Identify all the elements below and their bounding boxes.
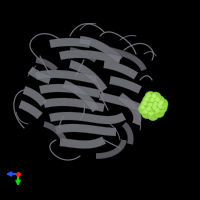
Circle shape <box>146 101 157 112</box>
Circle shape <box>150 103 162 115</box>
Circle shape <box>150 98 154 102</box>
Circle shape <box>153 102 158 106</box>
Polygon shape <box>36 57 58 72</box>
Polygon shape <box>35 70 97 84</box>
Circle shape <box>146 107 151 111</box>
Circle shape <box>148 103 152 107</box>
Circle shape <box>149 111 154 116</box>
Polygon shape <box>23 86 47 106</box>
Circle shape <box>158 104 162 108</box>
Polygon shape <box>49 112 126 124</box>
Circle shape <box>142 95 154 107</box>
Circle shape <box>140 99 152 111</box>
Circle shape <box>155 97 160 102</box>
Polygon shape <box>60 137 106 148</box>
Circle shape <box>147 93 151 98</box>
Polygon shape <box>59 50 121 64</box>
Polygon shape <box>109 47 147 71</box>
Circle shape <box>155 108 160 113</box>
Polygon shape <box>103 60 138 79</box>
Circle shape <box>140 105 145 110</box>
Polygon shape <box>39 84 101 98</box>
Polygon shape <box>43 98 105 112</box>
Circle shape <box>143 109 148 114</box>
Circle shape <box>153 106 165 118</box>
Polygon shape <box>99 92 142 112</box>
Polygon shape <box>96 139 127 159</box>
Polygon shape <box>43 121 66 141</box>
Circle shape <box>147 109 159 121</box>
Circle shape <box>141 107 153 119</box>
Polygon shape <box>49 38 91 48</box>
Polygon shape <box>63 80 99 112</box>
Circle shape <box>157 98 168 110</box>
Circle shape <box>138 103 150 115</box>
Circle shape <box>142 101 147 106</box>
Circle shape <box>145 91 156 103</box>
Polygon shape <box>118 93 141 126</box>
Circle shape <box>152 105 157 110</box>
Polygon shape <box>69 60 107 92</box>
Polygon shape <box>69 47 97 62</box>
Polygon shape <box>80 36 123 63</box>
Polygon shape <box>122 122 133 145</box>
Circle shape <box>148 96 159 107</box>
Polygon shape <box>19 100 43 119</box>
Circle shape <box>144 97 149 102</box>
Circle shape <box>150 92 161 103</box>
Polygon shape <box>55 124 116 136</box>
Circle shape <box>153 95 165 107</box>
Circle shape <box>152 94 156 98</box>
Circle shape <box>156 102 167 113</box>
Polygon shape <box>28 67 51 84</box>
Circle shape <box>144 105 156 116</box>
Circle shape <box>151 100 163 111</box>
Circle shape <box>159 100 163 105</box>
Polygon shape <box>109 76 142 94</box>
